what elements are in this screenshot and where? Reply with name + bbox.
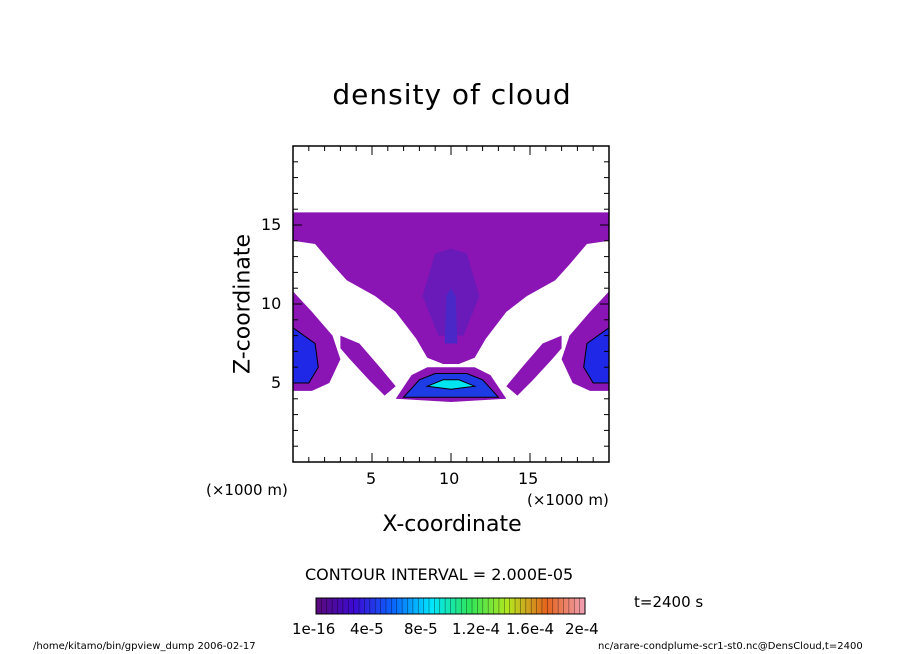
y-axis-unit: (×1000 m) — [206, 481, 288, 499]
contour-fills — [293, 212, 609, 402]
x-axis-unit: (×1000 m) — [527, 491, 609, 509]
x-tick-label: 10 — [439, 469, 460, 488]
contour-interval-label: CONTOUR INTERVAL = 2.000E-05 — [305, 565, 574, 584]
chart-title: density of cloud — [332, 78, 572, 111]
colorbar-border — [315, 597, 586, 615]
y-axis-label: Z-coordinate — [230, 234, 256, 374]
plot-frame — [292, 145, 610, 463]
y-tick-label: 15 — [261, 215, 282, 234]
contour-region — [425, 379, 477, 390]
contour-region — [583, 327, 609, 384]
contour-region — [506, 335, 562, 396]
colorbar-label: 1e-16 — [292, 620, 336, 638]
time-label: t=2400 s — [634, 593, 704, 611]
x-tick-label: 15 — [518, 469, 539, 488]
x-axis-label: X-coordinate — [382, 512, 522, 537]
colorbar-label: 2e-4 — [565, 620, 599, 638]
y-tick-label: 10 — [261, 294, 282, 313]
contour-region — [340, 335, 396, 396]
colorbar-label: 1.6e-4 — [506, 620, 555, 638]
footer-source: nc/arare-condplume-scr1-st0.nc@DensCloud… — [598, 641, 863, 652]
contour-region — [293, 327, 319, 384]
colorbar — [315, 597, 586, 615]
colorbar-label: 4e-5 — [350, 620, 384, 638]
colorbar-label: 1.2e-4 — [452, 620, 501, 638]
y-tick-label: 5 — [271, 373, 282, 392]
x-tick-label: 5 — [366, 469, 377, 488]
footer-path: /home/kitamo/bin/gpview_dump 2006-02-17 — [33, 641, 256, 652]
colorbar-label: 8e-5 — [404, 620, 438, 638]
contour-region — [444, 288, 458, 344]
